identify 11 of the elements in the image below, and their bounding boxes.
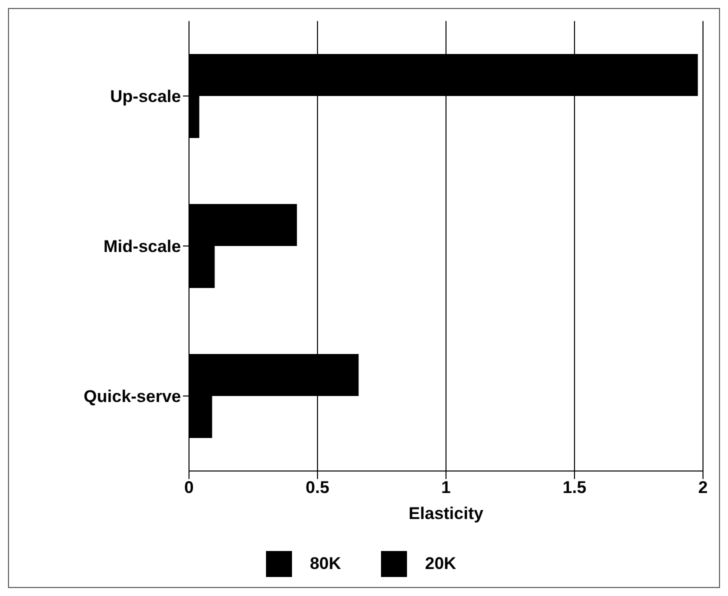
x-tick-label: 1 (441, 478, 451, 498)
x-tick-label: 2 (698, 478, 708, 498)
y-tick-label: Quick-serve (84, 387, 181, 406)
y-tick-label: Up-scale (110, 87, 181, 106)
x-axis-title: Elasticity (408, 504, 484, 523)
legend-label: 80K (310, 554, 341, 574)
x-tick-label: 0 (184, 478, 194, 498)
legend-label: 20K (425, 554, 456, 574)
x-tick-label: 0.5 (306, 478, 330, 498)
x-tick-label: 1.5 (562, 478, 586, 498)
y-tick-label: Mid-scale (104, 237, 181, 256)
